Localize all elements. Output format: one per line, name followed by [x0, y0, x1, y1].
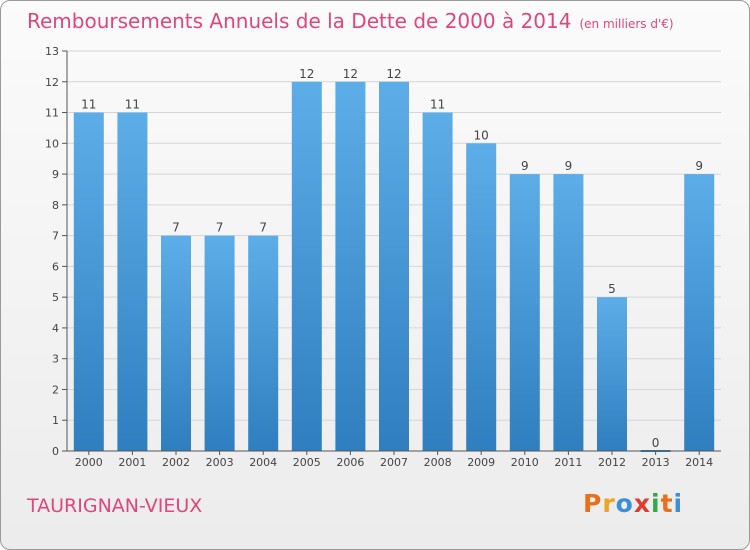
x-tick-label-2011: 2011	[554, 456, 582, 469]
y-tick-label: 8	[52, 199, 59, 212]
title-text: Remboursements Annuels de la Dette de 20…	[27, 9, 572, 33]
value-label-2005: 12	[299, 67, 314, 81]
logo-letter: o	[615, 489, 634, 518]
bar-2010	[509, 174, 540, 452]
value-label-2008: 11	[430, 98, 445, 112]
y-tick-label: 3	[52, 353, 59, 366]
value-label-2006: 12	[343, 67, 358, 81]
x-tick-label-2004: 2004	[249, 456, 277, 469]
logo-letter: x	[633, 489, 651, 518]
y-tick-label: 9	[52, 168, 59, 181]
y-tick-label: 5	[52, 291, 59, 304]
y-tick-label: 11	[45, 107, 59, 120]
labels: 0123456789101112131120001120017200272003…	[45, 45, 713, 469]
y-tick-label: 12	[45, 76, 59, 89]
logo-letter: P	[583, 489, 603, 518]
value-label-2002: 7	[172, 221, 180, 235]
x-tick-label-2005: 2005	[293, 456, 321, 469]
value-label-2013: 0	[652, 436, 660, 450]
x-tick-label-2010: 2010	[511, 456, 539, 469]
bar-2007	[379, 81, 409, 452]
bar-2001	[117, 112, 148, 452]
value-label-2014: 9	[695, 159, 703, 173]
title-unit: (en milliers d'€)	[579, 17, 674, 31]
logo-letter: t	[660, 489, 674, 518]
value-label-2010: 9	[521, 159, 529, 173]
value-label-2003: 7	[216, 221, 224, 235]
x-tick-label-2002: 2002	[162, 456, 190, 469]
bar-2002	[161, 235, 191, 451]
value-label-2007: 12	[386, 67, 401, 81]
bars	[73, 81, 715, 452]
bar-2008	[422, 112, 453, 452]
value-label-2001: 11	[125, 98, 140, 112]
value-label-2004: 7	[259, 221, 267, 235]
logo-letter: i	[673, 489, 684, 518]
bar-2003	[204, 235, 235, 451]
y-tick-label: 4	[52, 322, 59, 335]
bar-2009	[466, 143, 497, 452]
bar-2006	[335, 81, 366, 452]
y-tick-label: 2	[52, 383, 59, 396]
value-label-2009: 10	[474, 128, 489, 142]
logo-letter: i	[651, 489, 661, 518]
x-tick-label-2006: 2006	[336, 456, 364, 469]
x-tick-label-2009: 2009	[467, 456, 495, 469]
y-tick-label: 7	[52, 230, 59, 243]
x-tick-label-2003: 2003	[206, 456, 234, 469]
y-tick-label: 6	[52, 260, 59, 273]
axes	[62, 50, 721, 455]
bar-2004	[248, 235, 279, 451]
proxiti-logo: Proxiti	[583, 489, 683, 518]
x-tick-label-2001: 2001	[118, 456, 146, 469]
value-label-2012: 5	[608, 282, 616, 296]
x-tick-label-2012: 2012	[598, 456, 626, 469]
x-tick-label-2014: 2014	[685, 456, 713, 469]
bar-2005	[291, 81, 322, 452]
x-tick-label-2007: 2007	[380, 456, 408, 469]
bar-2012	[597, 297, 627, 451]
y-tick-label: 0	[52, 445, 59, 458]
logo-letter: r	[602, 489, 616, 518]
value-label-2000: 11	[81, 98, 96, 112]
bar-2000	[73, 112, 104, 452]
y-tick-label: 1	[52, 414, 59, 427]
x-tick-label-2008: 2008	[424, 456, 452, 469]
location-name: TAURIGNAN-VIEUX	[27, 495, 203, 517]
x-tick-label-2000: 2000	[75, 456, 103, 469]
value-label-2011: 9	[565, 159, 573, 173]
x-tick-label-2013: 2013	[642, 456, 670, 469]
chart-title: Remboursements Annuels de la Dette de 20…	[27, 9, 674, 33]
y-tick-label: 10	[45, 137, 59, 150]
bar-2011	[553, 174, 584, 452]
bar-2014	[684, 174, 715, 452]
y-tick-label: 13	[45, 45, 59, 58]
